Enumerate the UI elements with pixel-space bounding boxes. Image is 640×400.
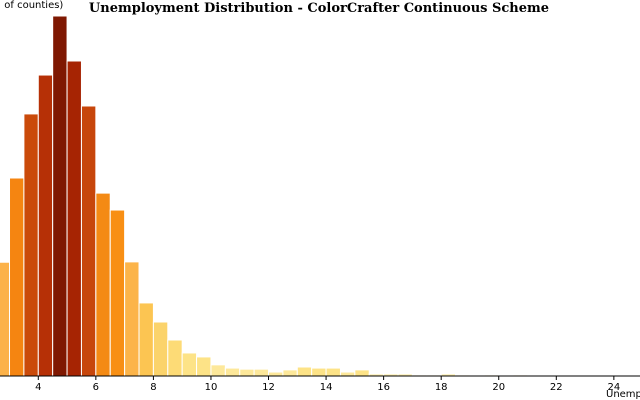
- x-tick-label: 22: [550, 382, 563, 393]
- x-tick-label: 24: [607, 382, 620, 393]
- histogram-bar: [224, 367, 241, 377]
- x-tick-label: 20: [492, 382, 505, 393]
- histogram-bar: [23, 113, 39, 377]
- histogram-bar: [124, 261, 140, 377]
- x-axis-label: Unemplo: [606, 389, 640, 400]
- histogram-bar: [109, 209, 126, 377]
- histogram-bar: [138, 302, 154, 377]
- histogram-bar: [296, 366, 313, 377]
- x-tick-label: 8: [150, 382, 156, 393]
- histogram-bar: [0, 261, 11, 377]
- histogram-bar: [210, 364, 226, 377]
- x-tick-label: 12: [262, 382, 275, 393]
- histogram-bar: [196, 356, 212, 377]
- histogram-bar: [66, 60, 82, 377]
- x-tick-label: 14: [320, 382, 333, 393]
- histogram-bar: [152, 321, 169, 377]
- histogram-bar: [354, 369, 370, 377]
- histogram-bar: [268, 371, 284, 377]
- histogram-bar: [9, 177, 25, 377]
- chart-title: Unemployment Distribution - ColorCrafter…: [89, 1, 549, 16]
- x-tick-label: 16: [377, 382, 390, 393]
- histogram-bar: [282, 369, 298, 377]
- x-tick-label: 18: [435, 382, 448, 393]
- histogram-bar: [239, 368, 255, 377]
- histogram-bar: [167, 339, 183, 377]
- y-axis-label: (. of counties): [0, 0, 63, 11]
- histogram-bar: [253, 368, 270, 377]
- histogram-bar: [95, 192, 111, 377]
- histogram-bar: [37, 74, 54, 377]
- x-tick-label: 6: [93, 382, 99, 393]
- histogram-bar: [311, 367, 327, 377]
- histogram-bar: [325, 367, 341, 377]
- x-ticks-layer: 4 6 8 10 12 14 16 18 20 22 24: [35, 376, 620, 393]
- x-tick-label: 4: [35, 382, 41, 393]
- histogram-bar: [339, 371, 356, 377]
- histogram-bar: [52, 15, 68, 377]
- histogram-bar: [181, 352, 198, 377]
- histogram-bar: [80, 105, 97, 377]
- bars-layer: [0, 15, 529, 377]
- x-tick-label: 10: [205, 382, 218, 393]
